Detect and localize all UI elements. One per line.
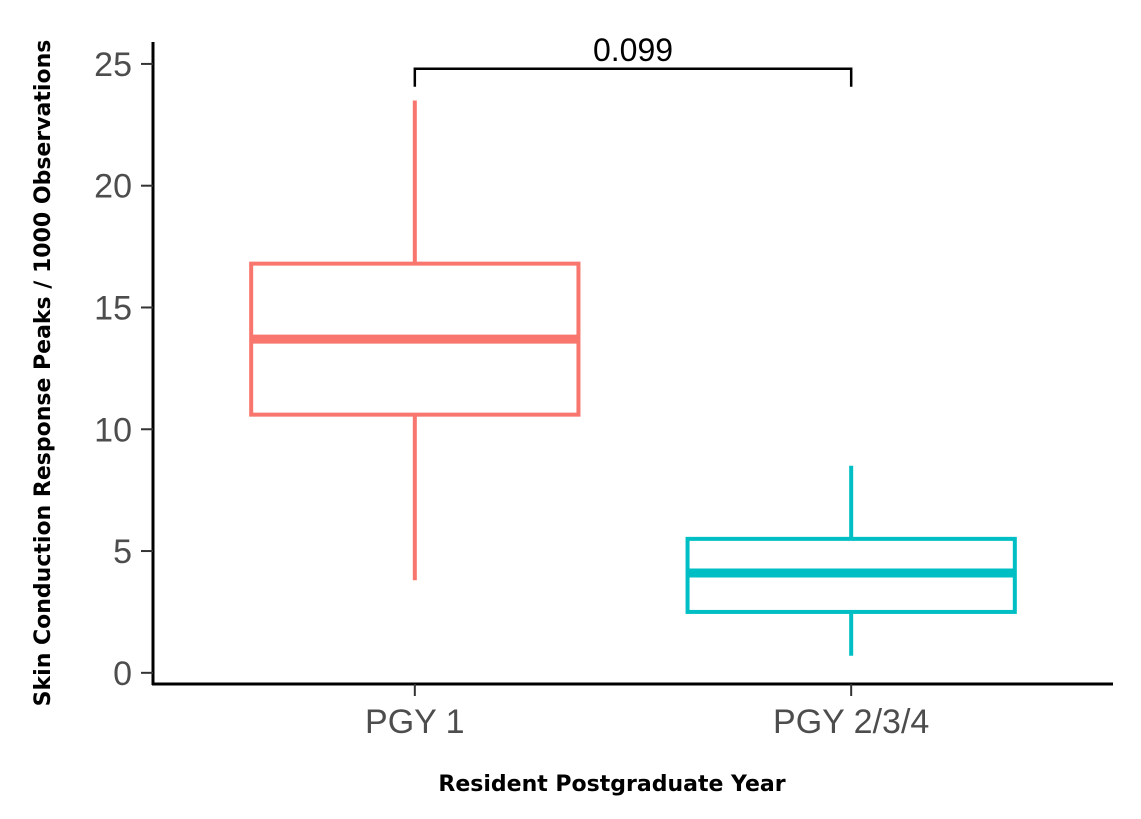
significance-bracket: 0.099	[413, 32, 853, 87]
y-tick-label: 10	[94, 411, 132, 449]
x-tick-label: PGY 2/3/4	[773, 703, 929, 741]
y-axis-title: Skin Conduction Response Peaks / 1000 Ob…	[31, 40, 56, 707]
x-axis-title: Resident Postgraduate Year	[438, 772, 785, 797]
y-tick-label: 0	[113, 655, 132, 693]
box-2	[685, 465, 1017, 656]
p-value-label: 0.099	[593, 32, 673, 68]
annotations: 0.099	[413, 32, 853, 87]
x-tick-label: PGY 1	[365, 703, 465, 741]
y-axis-ticks: 0 5 10 15 20 25	[94, 46, 153, 693]
y-tick-label: 25	[94, 46, 132, 84]
x-axis-ticks: PGY 1 PGY 2/3/4	[365, 684, 929, 741]
y-tick-label: 5	[113, 533, 132, 571]
box-1	[249, 100, 581, 581]
y-tick-label: 20	[94, 168, 132, 206]
plot-area: 0 5 10 15 20 25 PGY 1 PGY 2/3/4 0.099	[94, 32, 1113, 741]
y-tick-label: 15	[94, 289, 132, 327]
box-series	[249, 100, 1017, 656]
bracket-line	[413, 67, 853, 87]
